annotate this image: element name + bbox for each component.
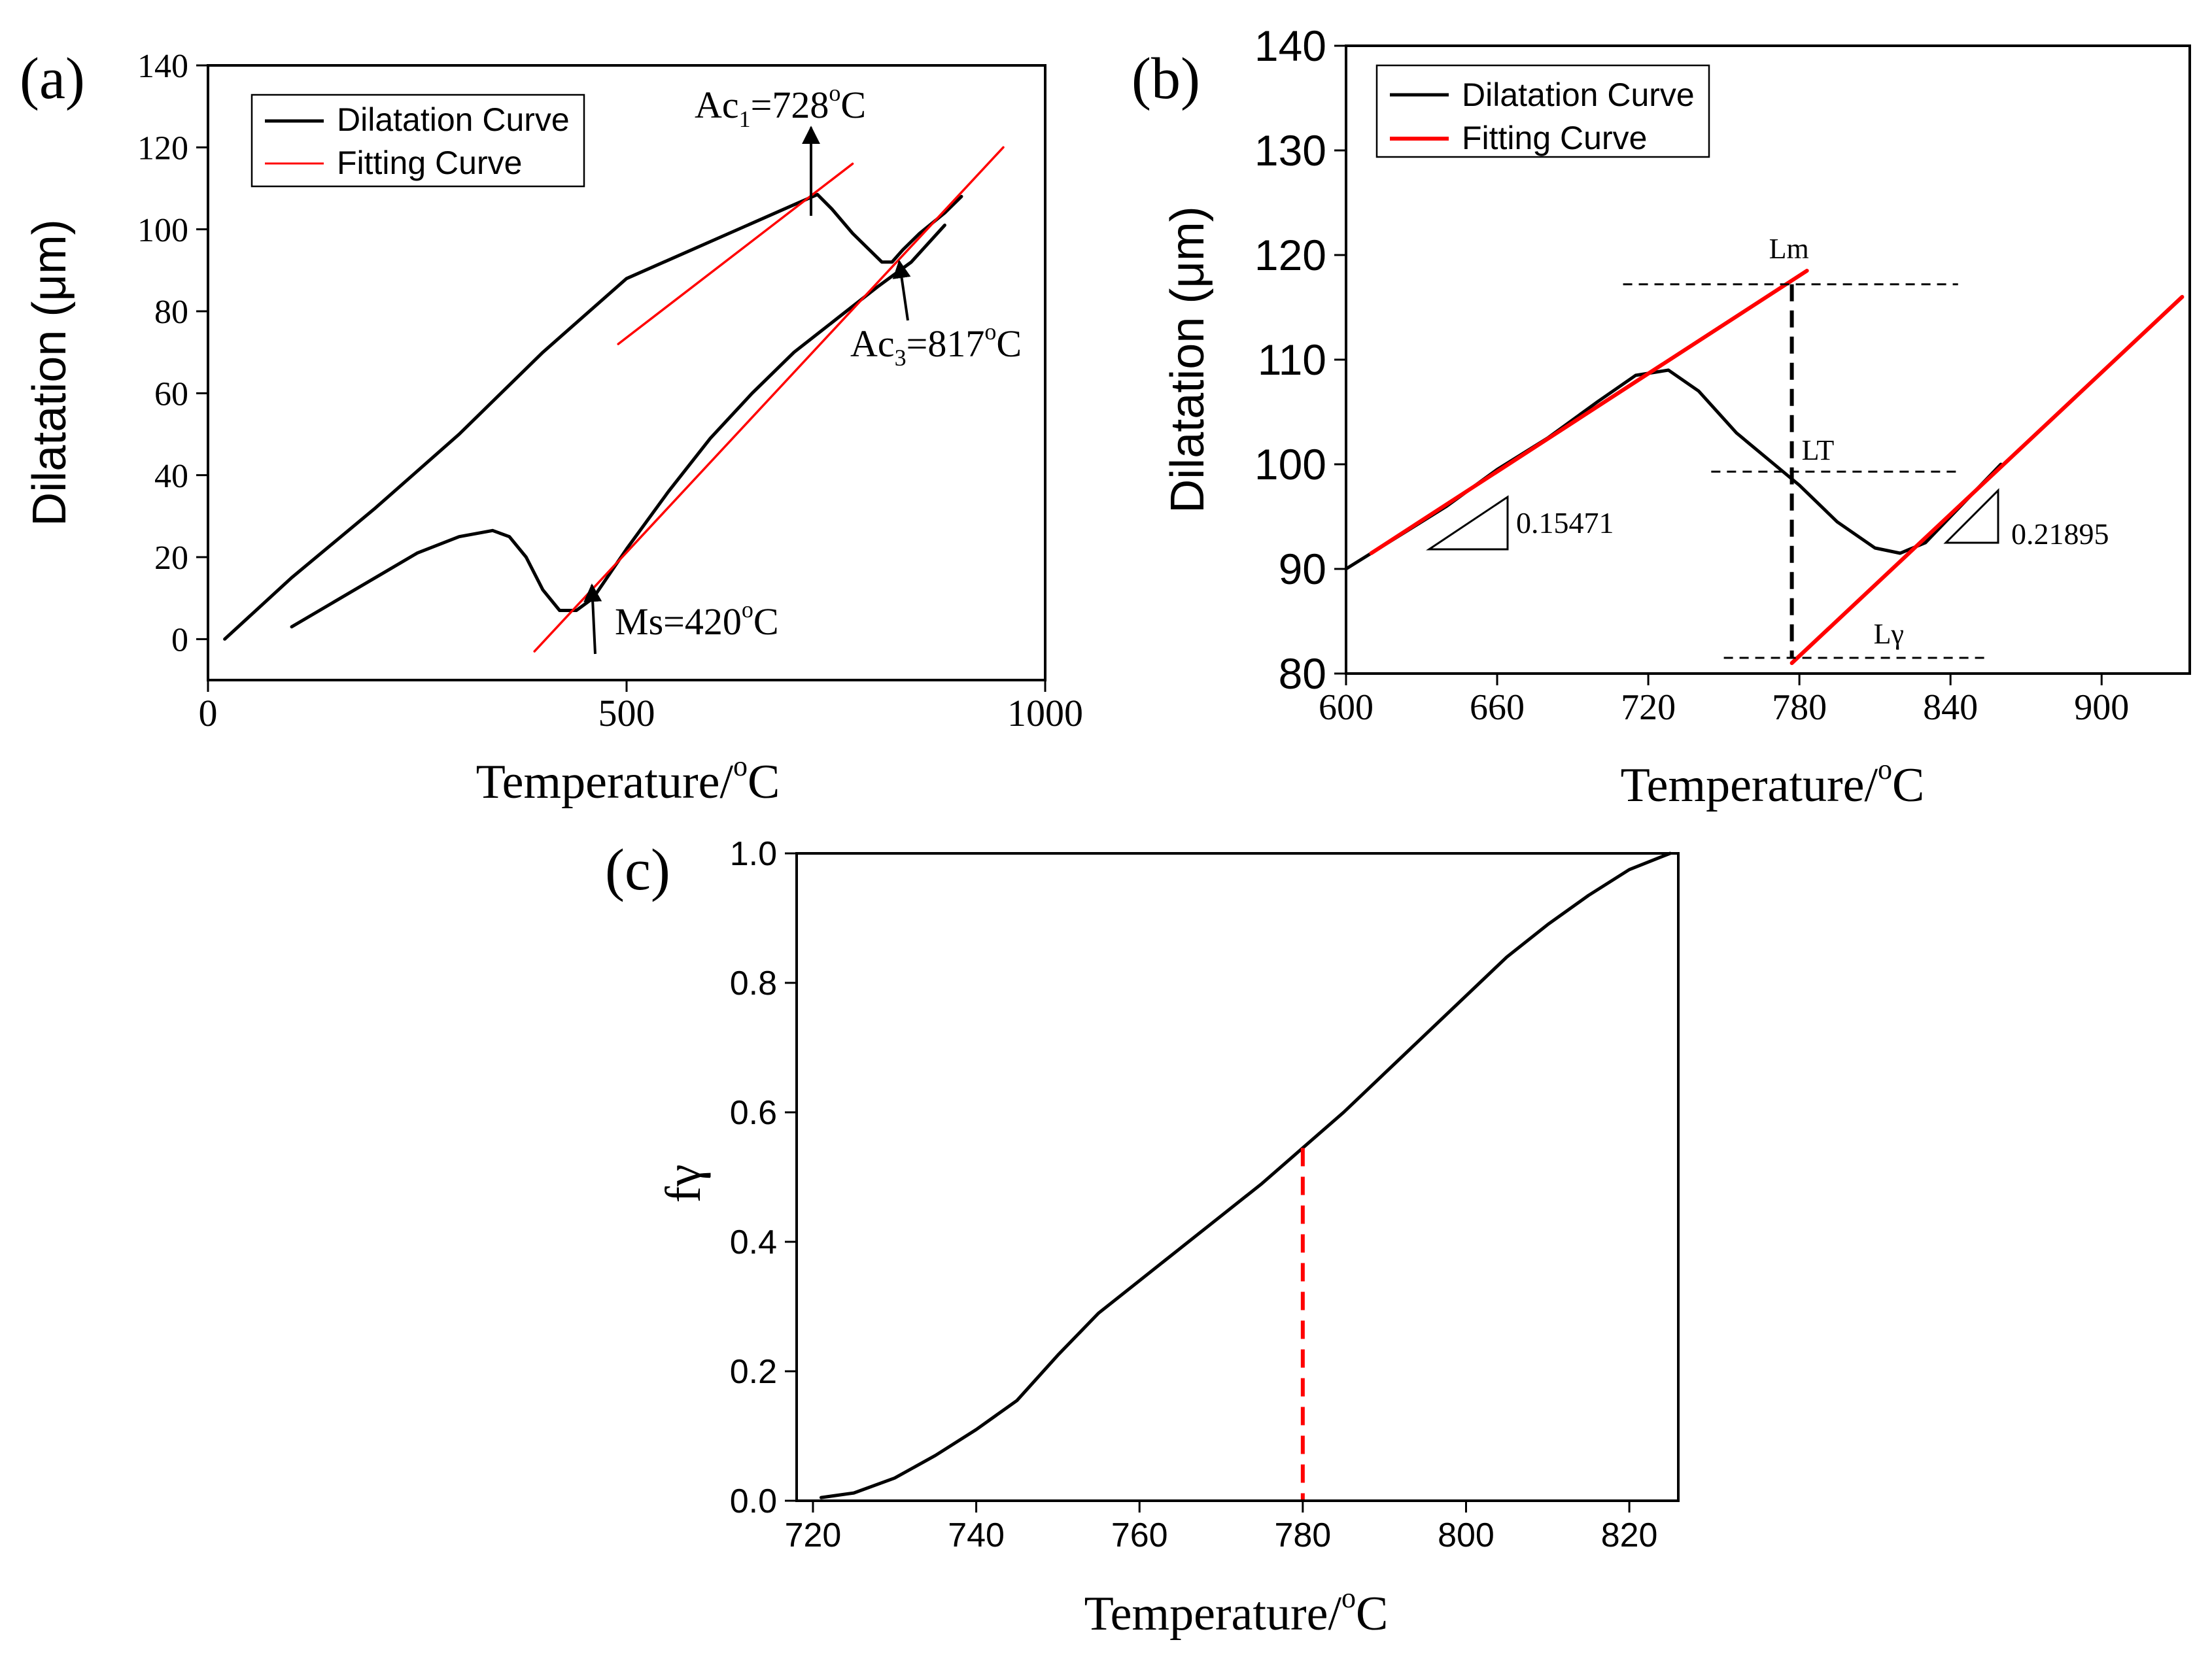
b-ytick-label-2: 100	[1254, 440, 1326, 488]
b-xtick-label-3: 780	[1772, 687, 1827, 728]
ms-annotation: Ms=420oC	[615, 596, 779, 643]
slope-ferrite-label: 0.15471	[1516, 506, 1614, 539]
a-xtick-label-2: 1000	[1007, 692, 1083, 734]
b-ytick-label-3: 110	[1258, 335, 1326, 384]
a-series-3	[533, 146, 1005, 653]
panel-b: (b) 600 660 720 780 840 900 80 90 100 110 120 130 14…	[1132, 22, 2191, 812]
panel-b-legend-fitting: Fitting Curve	[1462, 120, 1647, 156]
slope-triangle-ferrite	[1426, 495, 1509, 551]
b-xtick-label-1: 660	[1470, 687, 1525, 728]
b-xtick-label-4: 840	[1923, 687, 1978, 728]
lm-label: Lm	[1769, 233, 1809, 265]
a-ytick-label-7: 140	[137, 48, 188, 85]
slope-triangle-austenite	[1943, 488, 1999, 544]
b-ytick-label-5: 130	[1254, 126, 1326, 175]
a-xtick-label-1: 500	[598, 692, 655, 734]
a-ytick-label-3: 60	[154, 376, 188, 413]
panel-a-xlabel: Temperature/oC	[476, 750, 780, 809]
b-ytick-label-1: 90	[1279, 545, 1326, 593]
panel-a-legend-box	[251, 94, 585, 188]
c-xtick-label-0: 720	[785, 1516, 842, 1554]
panel-c-xlabel: Temperature/oC	[1084, 1582, 1389, 1641]
a-ytick-label-6: 120	[137, 130, 188, 167]
c-ytick-label-3: 0.6	[730, 1094, 777, 1132]
b-ytick-label-4: 120	[1254, 231, 1326, 279]
panel-c-axes: 720 740 760 780 800 820 0.0 0.2 0.4 0.6 0.8 1.0	[730, 835, 1658, 1554]
c-ytick-label-4: 0.8	[730, 965, 777, 1002]
a-ytick-label-4: 80	[154, 294, 188, 331]
panel-a-legend-dilatation: Dilatation Curve	[337, 101, 570, 138]
panel-c-ylabel: fγ	[656, 1165, 711, 1203]
c-ytick-label-0: 0.0	[730, 1482, 777, 1520]
panel-b-legend: Dilatation Curve Fitting Curve	[1375, 64, 1710, 158]
panel-c-frame	[795, 852, 1680, 1502]
lgamma-label: Lγ	[1874, 618, 1904, 650]
panel-b-label: (b)	[1132, 46, 1200, 111]
panel-a: (a) 0 500 1000 0 20 40 60 80 100 120 140 Dilatatio…	[20, 46, 1083, 809]
c-xtick-label-5: 820	[1601, 1516, 1658, 1554]
panel-b-legend-dilatation: Dilatation Curve	[1462, 77, 1695, 113]
b-xtick-label-2: 720	[1621, 687, 1676, 728]
ms-arrow	[583, 583, 602, 655]
panel-a-legend-fitting: Fitting Curve	[337, 145, 522, 181]
panel-c: (c) 720 740 760 780 800 820 0.0 0.2 0.4 0.6 0.8 1.0…	[605, 835, 1680, 1641]
panel-c-label: (c)	[605, 838, 670, 902]
c-xtick-label-1: 740	[948, 1516, 1005, 1554]
slope-austenite-label: 0.21895	[2011, 517, 2109, 551]
ac3-arrow	[892, 260, 911, 321]
panel-a-axes: 0 500 1000 0 20 40 60 80 100 120 140	[137, 48, 1083, 734]
panel-a-legend: Dilatation Curve Fitting Curve	[251, 94, 585, 188]
b-xtick-label-5: 900	[2074, 687, 2129, 728]
ac3-annotation: Ac3=817oC	[850, 318, 1022, 371]
a-series-1	[290, 223, 946, 628]
c-xtick-label-2: 760	[1111, 1516, 1168, 1554]
c-series-0	[819, 851, 1672, 1499]
panel-a-label: (a)	[20, 46, 85, 111]
c-ytick-label-1: 0.2	[730, 1353, 777, 1391]
b-ytick-label-6: 140	[1254, 22, 1326, 70]
ac1-annotation: Ac1=728oC	[695, 80, 866, 132]
a-ytick-label-0: 0	[171, 622, 188, 659]
lt-label: LT	[1802, 434, 1835, 466]
panel-a-ylabel: Dilatation (μm)	[24, 219, 76, 526]
c-ytick-label-2: 0.4	[730, 1223, 777, 1261]
panel-c-curves	[819, 851, 1672, 1501]
c-xtick-label-3: 780	[1274, 1516, 1331, 1554]
b-series-2	[1789, 295, 2185, 665]
c-xtick-label-4: 800	[1438, 1516, 1495, 1554]
panel-a-curves	[223, 146, 1005, 653]
a-series-0	[223, 192, 963, 641]
panel-b-curves	[1344, 269, 2185, 665]
b-xtick-label-0: 600	[1319, 687, 1374, 728]
panel-b-annotations: Lm LT Lγ 0.15471 0.21895	[1426, 233, 2109, 650]
panel-b-axes: 600 660 720 780 840 900 80 90 100 110 120 130 140	[1254, 22, 2129, 728]
b-ytick-label-0: 80	[1279, 649, 1326, 698]
a-ytick-label-1: 20	[154, 539, 188, 577]
panel-b-xlabel: Temperature/oC	[1621, 753, 1925, 812]
a-xtick-label-0: 0	[199, 692, 218, 734]
b-series-1	[1369, 269, 1809, 555]
panel-b-legend-box	[1375, 64, 1710, 158]
panel-b-ylabel: Dilatation (μm)	[1162, 206, 1214, 513]
c-ytick-label-5: 1.0	[730, 835, 777, 873]
a-ytick-label-2: 40	[154, 458, 188, 495]
a-ytick-label-5: 100	[137, 212, 188, 249]
a-series-2	[617, 162, 854, 345]
